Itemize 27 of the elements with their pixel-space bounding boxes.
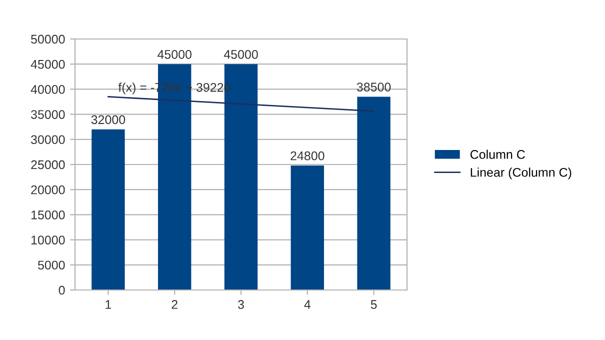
y-tick-label: 30000 <box>31 135 65 144</box>
y-tick-label: 0 <box>58 286 65 295</box>
y-tick-label: 45000 <box>30 60 65 69</box>
x-tick-label: 1 <box>106 300 112 309</box>
data-label: 24800 <box>290 151 324 160</box>
y-tick-label: 15000 <box>31 210 65 220</box>
y-tick-label: 40000 <box>30 85 65 94</box>
y-tick-label: 50000 <box>31 34 65 44</box>
legend-label: Linear (Column C) <box>470 168 572 180</box>
x-tick-label: 2 <box>172 300 178 309</box>
y-tick-label: 20000 <box>31 185 65 194</box>
data-label: 38500 <box>356 82 391 92</box>
legend-label: Column C <box>470 150 525 159</box>
x-tick-label: 5 <box>370 300 377 309</box>
y-tick-label: 35000 <box>31 110 65 119</box>
x-tick-label: 3 <box>238 300 244 309</box>
line-series <box>108 96 374 112</box>
bar <box>92 129 125 290</box>
x-tick-label: 4 <box>304 300 311 309</box>
data-label: 45000 <box>224 50 258 59</box>
y-tick-label: 5000 <box>38 260 65 270</box>
bar <box>357 96 390 290</box>
y-tick-label: 25000 <box>31 160 65 170</box>
data-label: 32000 <box>91 115 126 124</box>
data-label: 45000 <box>158 50 192 59</box>
y-tick-label: 10000 <box>31 236 65 244</box>
bar <box>290 166 324 290</box>
